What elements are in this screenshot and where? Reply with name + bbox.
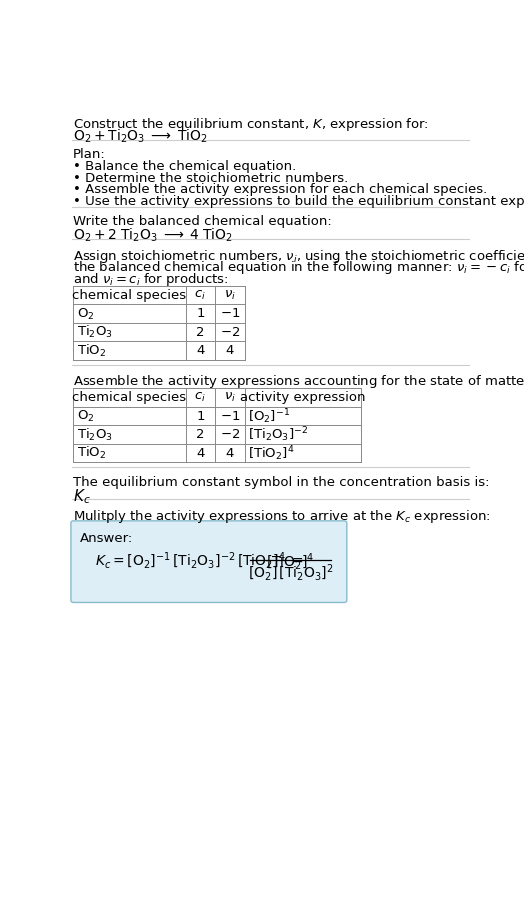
Text: 1: 1 — [196, 410, 204, 422]
Text: Construct the equilibrium constant, $K$, expression for:: Construct the equilibrium constant, $K$,… — [73, 116, 429, 133]
Text: $\mathrm{TiO_2}$: $\mathrm{TiO_2}$ — [77, 343, 106, 359]
Text: the balanced chemical equation in the following manner: $\nu_i = -c_i$ for react: the balanced chemical equation in the fo… — [73, 259, 524, 276]
Text: $\nu_i$: $\nu_i$ — [224, 289, 236, 301]
Text: 2: 2 — [196, 428, 204, 441]
Text: $[\mathrm{O_2}]^{-1}$: $[\mathrm{O_2}]^{-1}$ — [248, 407, 290, 425]
Text: • Use the activity expressions to build the equilibrium constant expression.: • Use the activity expressions to build … — [73, 195, 524, 207]
Text: The equilibrium constant symbol in the concentration basis is:: The equilibrium constant symbol in the c… — [73, 475, 490, 488]
Text: $\mathrm{O_2 + Ti_2O_3 \;\longrightarrow\; TiO_2}$: $\mathrm{O_2 + Ti_2O_3 \;\longrightarrow… — [73, 127, 208, 145]
Text: $-1$: $-1$ — [220, 307, 240, 320]
Text: 1: 1 — [196, 307, 204, 320]
Text: $[\mathrm{Ti_2O_3}]^{-2}$: $[\mathrm{Ti_2O_3}]^{-2}$ — [248, 425, 309, 444]
Text: $-2$: $-2$ — [220, 326, 240, 338]
Text: $K_c$: $K_c$ — [73, 487, 91, 505]
Text: $K_c = [\mathrm{O_2}]^{-1}\,[\mathrm{Ti_2O_3}]^{-2}\,[\mathrm{TiO_2}]^4\; =\;$: $K_c = [\mathrm{O_2}]^{-1}\,[\mathrm{Ti_… — [95, 549, 303, 570]
Text: Write the balanced chemical equation:: Write the balanced chemical equation: — [73, 216, 332, 228]
Text: 4: 4 — [196, 446, 204, 459]
Text: $\mathrm{O_2}$: $\mathrm{O_2}$ — [77, 306, 95, 321]
Text: $\nu_i$: $\nu_i$ — [224, 391, 236, 404]
Text: $[\mathrm{TiO_2}]^4$: $[\mathrm{TiO_2}]^4$ — [248, 444, 295, 462]
Text: chemical species: chemical species — [72, 289, 187, 301]
Text: $\mathrm{Ti_2O_3}$: $\mathrm{Ti_2O_3}$ — [77, 427, 113, 442]
Text: Assemble the activity expressions accounting for the state of matter and $\nu_i$: Assemble the activity expressions accoun… — [73, 373, 524, 390]
Text: Mulitply the activity expressions to arrive at the $K_c$ expression:: Mulitply the activity expressions to arr… — [73, 508, 491, 524]
Text: 4: 4 — [196, 344, 204, 357]
Text: $\mathrm{O_2}$: $\mathrm{O_2}$ — [77, 409, 95, 423]
Text: • Determine the stoichiometric numbers.: • Determine the stoichiometric numbers. — [73, 171, 348, 184]
Text: $[\mathrm{TiO_2}]^4$: $[\mathrm{TiO_2}]^4$ — [266, 551, 315, 572]
Text: Plan:: Plan: — [73, 148, 106, 161]
Text: $-1$: $-1$ — [220, 410, 240, 422]
Text: activity expression: activity expression — [240, 391, 365, 404]
Text: $\mathrm{Ti_2O_3}$: $\mathrm{Ti_2O_3}$ — [77, 324, 113, 340]
Text: Assign stoichiometric numbers, $\nu_i$, using the stoichiometric coefficients, $: Assign stoichiometric numbers, $\nu_i$, … — [73, 247, 524, 264]
Text: 4: 4 — [226, 344, 234, 357]
Text: chemical species: chemical species — [72, 391, 187, 404]
Text: $c_i$: $c_i$ — [194, 391, 206, 404]
Text: $[\mathrm{O_2}]\,[\mathrm{Ti_2O_3}]^2$: $[\mathrm{O_2}]\,[\mathrm{Ti_2O_3}]^2$ — [248, 562, 333, 583]
Text: $\mathrm{O_2 + 2\; Ti_2O_3 \;\longrightarrow\; 4\; TiO_2}$: $\mathrm{O_2 + 2\; Ti_2O_3 \;\longrighta… — [73, 226, 233, 244]
FancyBboxPatch shape — [71, 521, 347, 603]
Text: Answer:: Answer: — [80, 531, 133, 544]
Text: $-2$: $-2$ — [220, 428, 240, 441]
Text: 4: 4 — [226, 446, 234, 459]
Text: and $\nu_i = c_i$ for products:: and $\nu_i = c_i$ for products: — [73, 271, 229, 288]
Text: $\mathrm{TiO_2}$: $\mathrm{TiO_2}$ — [77, 445, 106, 461]
Text: • Assemble the activity expression for each chemical species.: • Assemble the activity expression for e… — [73, 183, 487, 196]
Text: 2: 2 — [196, 326, 204, 338]
Text: • Balance the chemical equation.: • Balance the chemical equation. — [73, 160, 297, 173]
Text: $c_i$: $c_i$ — [194, 289, 206, 301]
